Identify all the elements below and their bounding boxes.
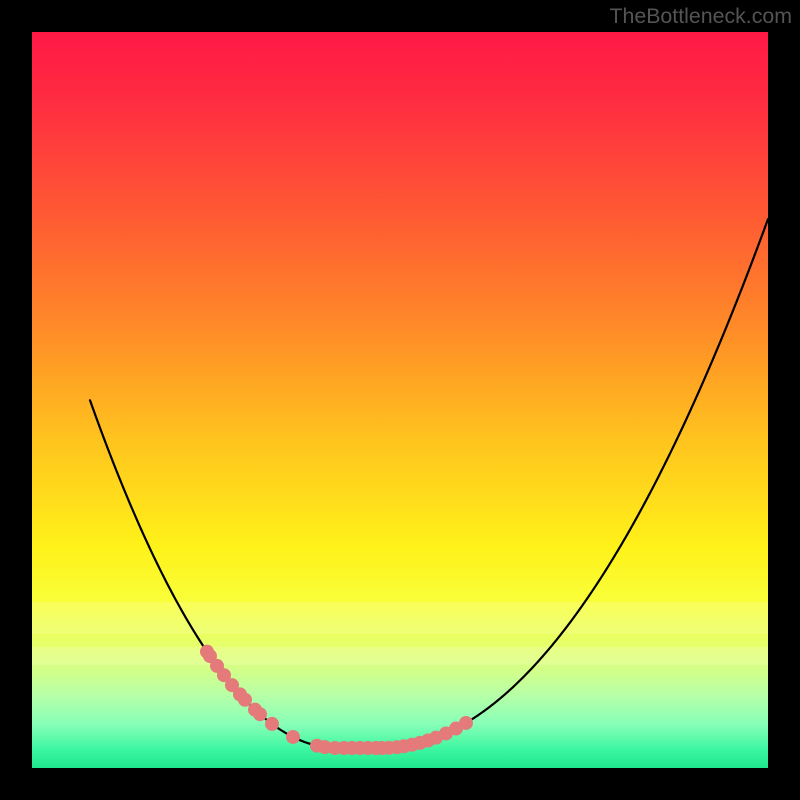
chart-frame: TheBottleneck.com — [0, 0, 800, 800]
marker-dot — [459, 716, 473, 730]
chart-svg — [0, 0, 800, 800]
marker-dot — [286, 730, 300, 744]
marker-dot — [253, 707, 267, 721]
plot-area — [32, 32, 768, 768]
marker-dot — [265, 717, 279, 731]
highlight-band-1 — [32, 647, 768, 665]
marker-dot — [238, 693, 252, 707]
watermark-text: TheBottleneck.com — [609, 4, 792, 29]
highlight-band-0 — [32, 602, 768, 634]
